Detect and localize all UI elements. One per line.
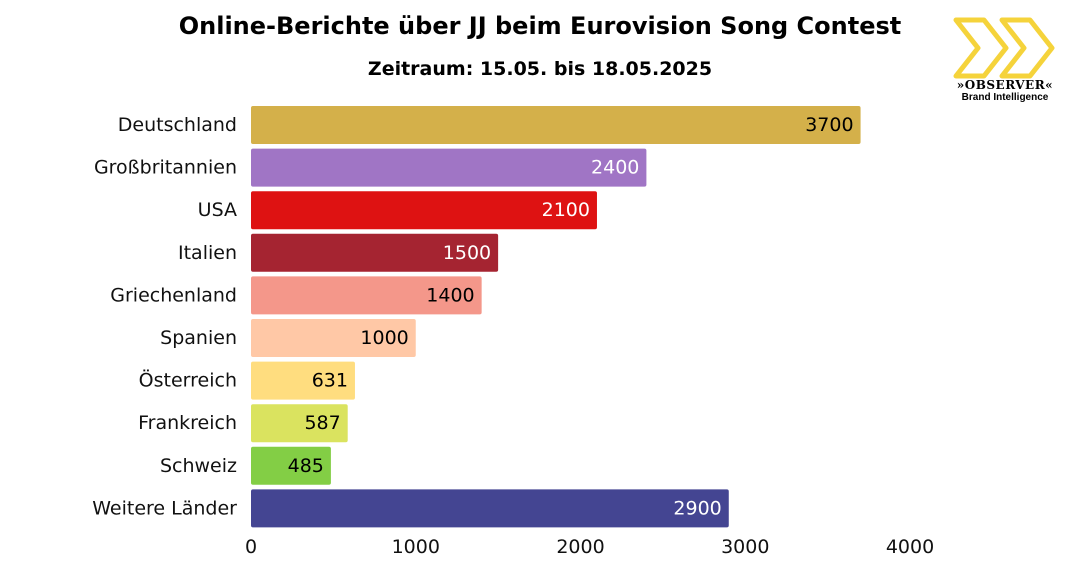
bar-1 xyxy=(251,148,647,187)
observer-logo-icon xyxy=(953,17,1055,79)
value-label: 1000 xyxy=(360,327,408,349)
chart-subtitle: Zeitraum: 15.05. bis 18.05.2025 xyxy=(367,58,713,80)
x-tick-label: 2000 xyxy=(556,536,604,558)
value-label: 485 xyxy=(288,455,324,477)
value-label: 587 xyxy=(304,412,340,434)
category-label: Griechenland xyxy=(110,284,237,306)
value-label: 2900 xyxy=(673,497,721,519)
chart-title: Online-Berichte über JJ beim Eurovision … xyxy=(178,12,902,40)
bar-5 xyxy=(251,319,416,357)
value-label: 2400 xyxy=(591,157,639,179)
x-tick-label: 4000 xyxy=(886,536,934,558)
x-tick-label: 0 xyxy=(245,536,257,558)
bar-3 xyxy=(251,233,499,272)
bar-6 xyxy=(251,361,355,400)
value-label: 631 xyxy=(312,370,348,392)
x-tick-label: 1000 xyxy=(392,536,440,558)
bar-0 xyxy=(251,106,861,144)
bar-9 xyxy=(251,489,729,528)
category-label: USA xyxy=(198,199,237,221)
logo-name: »OBSERVER« xyxy=(956,78,1054,92)
category-label: Großbritannien xyxy=(94,157,237,179)
value-label: 2100 xyxy=(542,199,590,221)
x-tick-label: 3000 xyxy=(721,536,769,558)
bar-4 xyxy=(251,276,482,315)
value-label: 1500 xyxy=(443,242,491,264)
category-label: Italien xyxy=(178,242,237,264)
category-label: Weitere Länder xyxy=(92,497,237,519)
logo-tagline: Brand Intelligence xyxy=(961,92,1049,103)
bar-8 xyxy=(251,446,331,485)
category-label: Spanien xyxy=(160,327,237,349)
bar-7 xyxy=(251,404,348,443)
value-label: 1400 xyxy=(426,284,474,306)
category-label: Österreich xyxy=(139,369,237,392)
category-label: Schweiz xyxy=(160,455,237,477)
category-label: Deutschland xyxy=(118,114,237,136)
category-label: Frankreich xyxy=(138,412,237,434)
bar-2 xyxy=(251,191,597,230)
value-label: 3700 xyxy=(805,114,853,136)
